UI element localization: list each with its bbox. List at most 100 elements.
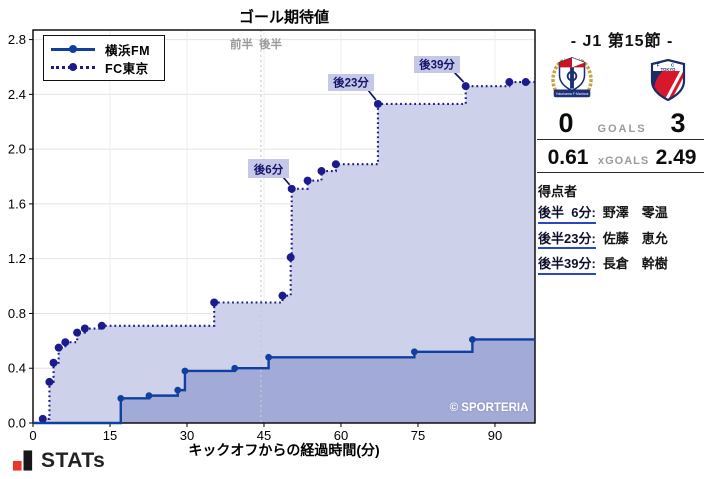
- y-tick-label: 2.0: [8, 142, 26, 157]
- data-point: [54, 343, 63, 352]
- y-tick-label: 2.8: [8, 32, 26, 47]
- scorer-row: 後半 6分: 野澤 零温: [538, 202, 668, 224]
- annotation-box: [414, 56, 460, 73]
- stats-bars-icon: [12, 450, 33, 471]
- x-tick-label: 0: [29, 428, 36, 443]
- data-point: [145, 392, 153, 400]
- match-round-title: - J1 第15節 -: [570, 33, 674, 50]
- annotation-arrow: [367, 89, 377, 101]
- data-point: [410, 348, 418, 356]
- data-point: [317, 167, 326, 176]
- data-point: [45, 377, 54, 386]
- x-tick-label: 75: [411, 428, 425, 443]
- second-half-label: 後半: [259, 39, 282, 51]
- x-tick-label: 60: [334, 428, 348, 443]
- y-tick-label: 0.0: [8, 416, 26, 431]
- data-point: [80, 324, 89, 333]
- first-half-label: 前半: [230, 39, 253, 51]
- annotation-arrow: [282, 176, 291, 186]
- y-tick-label: 1.6: [8, 196, 26, 211]
- annotation-arrow: [453, 71, 465, 83]
- y-tick-label: 2.4: [8, 87, 26, 102]
- brand-text: STATs: [41, 449, 106, 472]
- away-xg: 2.49: [655, 146, 697, 169]
- scorer-row: 後半39分: 長倉 幹樹: [538, 253, 668, 275]
- data-point: [287, 184, 296, 193]
- series-line-away: [33, 80, 535, 425]
- x-axis-label: キックオフからの経過時間(分): [188, 442, 380, 458]
- data-point: [97, 321, 106, 330]
- data-point: [278, 291, 287, 300]
- scorer-name: 野澤 零温: [602, 205, 668, 220]
- x-tick-label: 90: [488, 428, 502, 443]
- annotation-label: 後23分: [333, 76, 369, 90]
- data-point: [38, 414, 47, 423]
- scorer-time: 後半 6分:: [538, 205, 596, 224]
- away-team-logo: F C TOKYO: [650, 59, 686, 101]
- scorers-list: 後半 6分: 野澤 零温 後半23分: 佐藤 恵允 後半39分: 長倉 幹樹: [538, 202, 668, 279]
- home-team-logo: Yokohama F·Marinos: [551, 56, 593, 98]
- legend-item-home: 横浜FM: [51, 41, 157, 58]
- x-tick-label: 30: [180, 428, 194, 443]
- data-point: [331, 160, 340, 169]
- data-point: [73, 328, 82, 337]
- scorer-row: 後半23分: 佐藤 恵允: [538, 228, 668, 249]
- data-point: [461, 82, 470, 91]
- solid-line-sample-icon: [51, 42, 95, 56]
- y-tick-label: 0.4: [8, 361, 26, 376]
- data-point: [468, 336, 476, 343]
- scorer-time: 後半39分:: [538, 256, 596, 275]
- away-goals: 3: [670, 108, 686, 138]
- data-point: [373, 99, 382, 108]
- x-tick-label: 15: [103, 428, 117, 443]
- scorer-name: 佐藤 恵允: [602, 230, 668, 246]
- watermark: © SPORTERIA: [449, 402, 529, 414]
- scorers-title: 得点者: [538, 184, 578, 199]
- annotation-box: [328, 74, 374, 91]
- annotation-box: [248, 159, 289, 178]
- data-point: [265, 353, 273, 361]
- legend-item-away: FC東京: [51, 59, 157, 76]
- scorer-name: 長倉 幹樹: [602, 256, 668, 271]
- match-summary-panel: - J1 第15節 - Yokohama F·Marinos F C TOK: [537, 0, 707, 479]
- series-line-home: [33, 338, 535, 425]
- x-tick-label: 45: [257, 428, 271, 443]
- chart-legend: 横浜FM FC東京: [43, 35, 165, 81]
- chart-title: ゴール期待値: [238, 9, 329, 26]
- svg-text:TOKYO: TOKYO: [661, 67, 677, 72]
- home-goals: 0: [558, 108, 574, 138]
- svg-text:Yokohama F·Marinos: Yokohama F·Marinos: [556, 92, 589, 96]
- goals-label: GOALS: [597, 123, 647, 135]
- data-point: [117, 394, 125, 402]
- data-point: [521, 78, 530, 87]
- divider: [537, 139, 704, 140]
- dotted-line-sample-icon: [51, 60, 95, 74]
- series-area-home: [33, 339, 535, 423]
- annotation-label: 後39分: [419, 58, 455, 72]
- stats-brand-logo: STATs: [12, 449, 105, 472]
- y-tick-label: 1.2: [8, 251, 26, 266]
- scorer-time: 後半23分:: [538, 230, 596, 249]
- data-point: [286, 253, 295, 262]
- data-point: [174, 386, 182, 394]
- data-point: [61, 338, 70, 347]
- legend-label-home: 横浜FM: [105, 43, 151, 58]
- data-point: [231, 364, 239, 372]
- series-area-away: [33, 82, 535, 423]
- annotation-label: 後6分: [254, 163, 284, 177]
- data-point: [49, 358, 58, 367]
- xg-row: 0.61 xGOALS 2.49: [537, 146, 707, 170]
- data-point: [181, 367, 189, 375]
- data-point: [505, 78, 514, 87]
- xg-step-chart: 0 15 30 45 60 75 90 0.0 0.4 0.8 1.2 1.6 2.0 2.4 2.8 後6分…: [8, 29, 536, 443]
- home-xg: 0.61: [547, 146, 589, 169]
- data-point: [210, 298, 219, 307]
- divider: [537, 172, 704, 173]
- plot-border: [32, 29, 536, 424]
- y-tick-label: 0.8: [8, 306, 26, 321]
- xg-label: xGOALS: [598, 155, 650, 167]
- data-point: [303, 176, 312, 185]
- svg-text:F C: F C: [657, 63, 679, 68]
- score-row: 0 GOALS 3: [537, 108, 707, 139]
